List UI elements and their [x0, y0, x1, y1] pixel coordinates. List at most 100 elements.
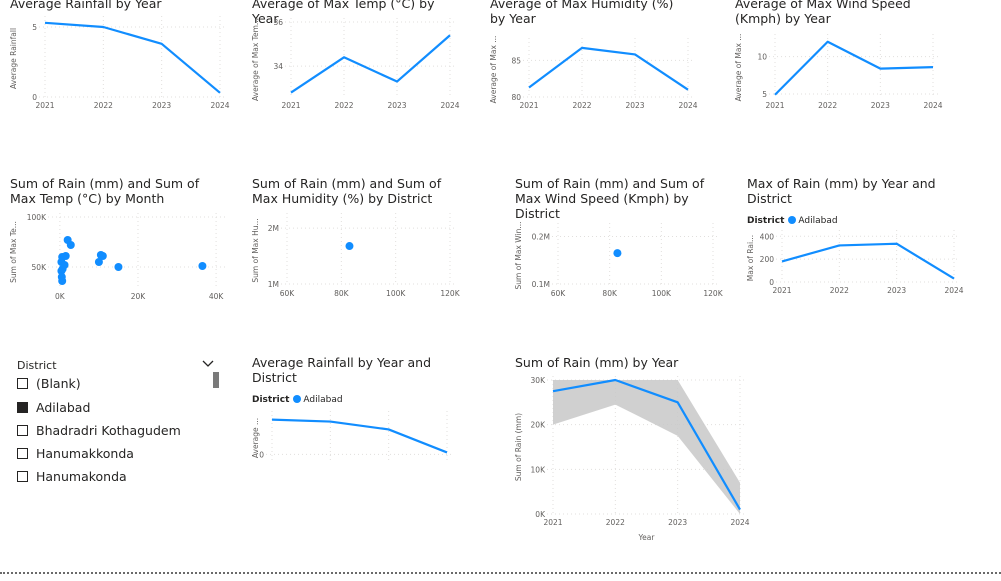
x-tick-label: 20K: [131, 292, 147, 301]
x-tick-label: 2022: [818, 101, 837, 110]
chart-tile-rain-vs-wind-district[interactable]: Sum of Rain (mm) and Sum of Max Wind Spe…: [514, 176, 730, 301]
x-tick-label: 40K: [209, 292, 225, 301]
x-tick-label: 2022: [94, 101, 113, 110]
x-tick-label: 2023: [668, 518, 687, 527]
legend-item: Adilabad: [798, 216, 838, 226]
page-divider: [0, 572, 1001, 574]
series-line: [290, 34, 451, 94]
x-tick-label: 2023: [887, 286, 906, 295]
legend-title: District: [747, 216, 785, 226]
y-axis-label: Average of Max ...: [734, 34, 743, 102]
y-tick-label: 34: [273, 62, 283, 71]
x-axis-label: Year: [638, 533, 656, 542]
y-tick-label: 0: [259, 450, 264, 459]
x-tick-label: 2021: [35, 101, 54, 110]
chart-tile-rain-vs-temp-month[interactable]: Sum of Rain (mm) and Sum of Max Temp (°C…: [9, 176, 230, 301]
y-tick-label: 0.1M: [532, 280, 550, 289]
x-tick-label: 2023: [387, 101, 406, 110]
chart-tile-avg-max-humidity-year[interactable]: Average of Max Humidity (%) by Year 80 85…: [489, 0, 705, 126]
chart-title: Sum of Rain (mm) and Sum of Max Wind Spe…: [515, 176, 705, 221]
chart-svg: 1M 2M 60K 80K 100K 120K Sum of Max Hu...: [251, 213, 461, 298]
legend-marker: [788, 216, 797, 224]
scatter-point: [613, 249, 622, 258]
slicer-item-bhadradri-kothagudem[interactable]: Bhadradri Kothagudem: [17, 421, 181, 441]
slicer-item-label: Hanumakkonda: [36, 446, 134, 461]
x-tick-label: 100K: [386, 289, 406, 298]
x-tick-label: 2022: [606, 518, 625, 527]
y-axis-label: Sum of Max Te...: [9, 221, 18, 283]
chart-svg: 50K 100K 0K 20K 40K Sum of Max Te...: [9, 213, 226, 301]
chart-tile-sum-rain-year[interactable]: Sum of Rain (mm) by Year 0K 10K 20K 30K 2021…: [514, 355, 760, 545]
slicer-title: District: [17, 359, 57, 372]
series-line: [271, 418, 448, 454]
y-tick-label: 85: [511, 56, 521, 65]
x-tick-label: 60K: [551, 289, 567, 298]
chart-title: Average Rainfall by Year and District: [252, 355, 432, 385]
series-line: [781, 242, 955, 280]
scatter-point: [345, 242, 354, 251]
x-tick-label: 2023: [152, 101, 171, 110]
chart-tile-avg-rainfall-year-district[interactable]: Average Rainfall by Year and District Di…: [251, 355, 472, 475]
checkbox[interactable]: [17, 378, 28, 389]
x-tick-label: 120K: [440, 289, 460, 298]
x-tick-label: 2021: [765, 101, 784, 110]
chart-svg: 34 36 2021 2022 2023 2024 Average of Max Tem..…: [251, 18, 460, 110]
checkbox[interactable]: [17, 425, 28, 436]
x-tick-label: 2024: [730, 518, 749, 527]
y-axis-label: Sum of Max Win...: [514, 222, 523, 290]
y-tick-label: 10: [757, 53, 767, 62]
y-tick-label: 10K: [531, 465, 547, 474]
chart-svg: 5 10 2021 2022 2023 2024 Average of Max ...: [734, 34, 943, 110]
slicer-item-label: Hanumakonda: [36, 469, 127, 482]
x-tick-label: 2022: [334, 101, 353, 110]
x-tick-label: 2021: [519, 101, 538, 110]
chart-title: Sum of Rain (mm) and Sum of Max Temp (°C…: [10, 176, 200, 206]
x-tick-label: 2021: [281, 101, 300, 110]
scatter-point: [114, 263, 123, 271]
chart-tile-max-rain-year-district[interactable]: Max of Rain (mm) by Year and District Di…: [746, 176, 967, 301]
x-tick-label: 100K: [652, 289, 672, 298]
x-tick-label: 2022: [572, 101, 591, 110]
x-tick-label: 2023: [871, 101, 890, 110]
slicer-item-hanumakonda[interactable]: Hanumakonda: [17, 467, 127, 482]
x-tick-label: 2024: [944, 286, 963, 295]
chart-title: Sum of Rain (mm) by Year: [515, 355, 679, 370]
x-tick-label: 2024: [440, 101, 459, 110]
checkbox[interactable]: [17, 448, 28, 459]
y-axis-label: Sum of Max Hu...: [251, 218, 260, 282]
y-tick-label: 5: [32, 23, 37, 32]
slicer-item-label: Bhadradri Kothagudem: [36, 423, 181, 438]
chart-title: Average of Max Temp (°C) by Year: [252, 0, 435, 26]
chart-svg: 0.1M 0.2M 60K 80K 100K 120K Sum of Max Win...: [514, 222, 724, 298]
x-tick-label: 0K: [55, 292, 66, 301]
slicer-item-blank[interactable]: (Blank): [17, 374, 81, 394]
y-axis-label: Average of Max ...: [489, 36, 498, 104]
checkbox[interactable]: [17, 402, 28, 413]
y-tick-label: 0.2M: [532, 233, 550, 242]
chart-svg: 0 200 400 2021 2022 2023 2024 Max of Rai...: [746, 230, 964, 295]
y-tick-label: 80: [511, 93, 521, 102]
chart-tile-avg-max-temp-year[interactable]: Average of Max Temp (°C) by Year 34 36 202…: [251, 0, 462, 126]
slicer-scrollbar[interactable]: [213, 372, 219, 388]
legend-title: District: [252, 395, 290, 405]
legend: District Adilabad: [747, 216, 838, 226]
chevron-down-icon[interactable]: [201, 356, 215, 370]
y-tick-label: 5: [762, 90, 767, 99]
x-tick-label: 2024: [678, 101, 697, 110]
slicer-item-adilabad[interactable]: Adilabad: [17, 398, 90, 418]
chart-tile-avg-rainfall-year[interactable]: Average Rainfall by Year 0 5 2021 2022 2023 2…: [9, 0, 230, 126]
chart-title: Max of Rain (mm) by Year and District: [747, 176, 936, 206]
y-tick-label: 0K: [535, 510, 546, 519]
chart-tile-avg-max-wind-year[interactable]: Average of Max Wind Speed (Kmph) by Year…: [734, 0, 960, 126]
slicer-item-label: Adilabad: [36, 400, 91, 415]
y-tick-label: 30K: [531, 376, 547, 385]
legend-item: Adilabad: [303, 395, 343, 405]
checkbox[interactable]: [17, 471, 28, 482]
x-tick-label: 2021: [543, 518, 562, 527]
x-tick-label: 2024: [923, 101, 942, 110]
slicer-item-hanumakkonda[interactable]: Hanumakkonda: [17, 444, 134, 464]
chart-svg: 80 85 2021 2022 2023 2024 Average of Max ...: [489, 36, 698, 110]
scatter-point: [94, 258, 103, 266]
series-line: [774, 40, 934, 96]
chart-tile-rain-vs-humidity-district[interactable]: Sum of Rain (mm) and Sum of Max Humidity…: [251, 176, 467, 301]
